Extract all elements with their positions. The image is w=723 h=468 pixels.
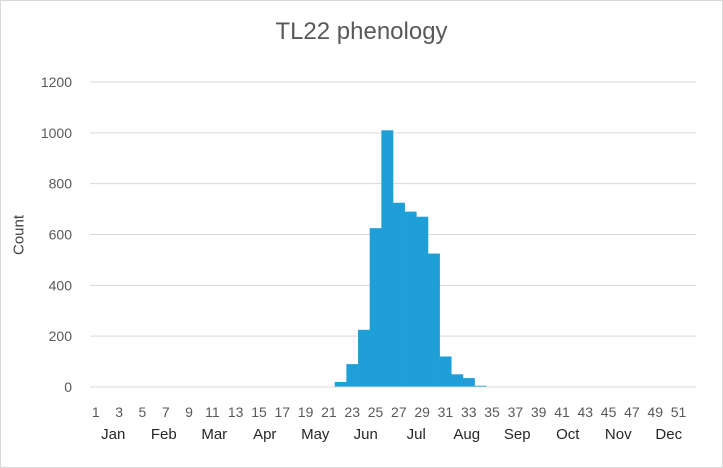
y-tick-labels: 0 200 400 600 800 1000 1200 [41, 74, 72, 395]
chart-title: TL22 phenology [275, 18, 448, 45]
month-label: Dec [655, 426, 682, 443]
y-tick-label: 800 [49, 176, 73, 192]
x-tick-labels: 1 3 5 7 9 11 13 15 17 19 21 23 25 27 29 31 33 35 37 39 41 43 4… [92, 404, 687, 420]
bar-week-29 [416, 216, 429, 387]
bars [334, 130, 487, 387]
x-tick-label: 35 [484, 404, 500, 420]
month-label: Sep [504, 426, 531, 443]
bar-week-26 [381, 130, 394, 387]
y-tick-label: 1000 [41, 125, 72, 141]
x-tick-label: 9 [185, 404, 193, 420]
x-tick-label: 7 [162, 404, 170, 420]
month-label: Jun [354, 426, 378, 443]
bar-week-33 [462, 378, 475, 387]
y-tick-label: 0 [64, 379, 72, 395]
x-tick-label: 47 [624, 404, 640, 420]
x-tick-label: 49 [647, 404, 663, 420]
month-label: Feb [151, 426, 177, 443]
x-tick-label: 3 [115, 404, 123, 420]
x-tick-label: 23 [344, 404, 360, 420]
bar-week-28 [404, 211, 417, 387]
bar-week-24 [358, 329, 370, 387]
bar-week-31 [439, 356, 452, 387]
x-tick-label: 37 [508, 404, 524, 420]
month-label: Mar [201, 426, 227, 443]
x-tick-label: 33 [461, 404, 477, 420]
x-tick-label: 19 [298, 404, 314, 420]
y-tick-label: 600 [49, 227, 73, 243]
x-tick-label: 11 [205, 404, 220, 420]
x-tick-label: 41 [554, 404, 570, 420]
y-tick-label: 400 [49, 277, 73, 293]
x-tick-label: 27 [391, 404, 407, 420]
month-label: May [301, 426, 330, 443]
month-label: Apr [253, 426, 276, 443]
x-tick-label: 29 [414, 404, 430, 420]
bar-week-25 [369, 228, 382, 387]
bar-week-23 [346, 364, 359, 387]
bar-week-34 [474, 385, 487, 387]
x-tick-label: 17 [274, 404, 290, 420]
x-tick-label: 15 [251, 404, 267, 420]
x-tick-label: 39 [531, 404, 547, 420]
y-tick-label: 200 [49, 328, 73, 344]
x-tick-label: 1 [92, 404, 100, 420]
month-label: Jul [407, 426, 426, 443]
bar-week-22 [334, 381, 347, 387]
bar-week-32 [451, 374, 464, 387]
month-label: Aug [453, 426, 480, 443]
x-tick-label: 25 [368, 404, 384, 420]
x-tick-label: 5 [139, 404, 147, 420]
bar-week-30 [427, 253, 440, 387]
x-tick-label: 43 [577, 404, 593, 420]
bar-week-27 [393, 202, 405, 387]
month-labels: Jan Feb Mar Apr May Jun Jul Aug Sep Oct Nov Dec [101, 426, 682, 443]
x-tick-label: 31 [438, 404, 454, 420]
month-label: Jan [101, 426, 125, 443]
month-label: Oct [556, 426, 580, 443]
y-tick-label: 1200 [41, 74, 72, 90]
month-label: Nov [605, 426, 632, 443]
x-tick-label: 21 [321, 404, 337, 420]
x-tick-label: 51 [671, 404, 687, 420]
x-tick-label: 13 [228, 404, 244, 420]
x-tick-label: 45 [601, 404, 617, 420]
